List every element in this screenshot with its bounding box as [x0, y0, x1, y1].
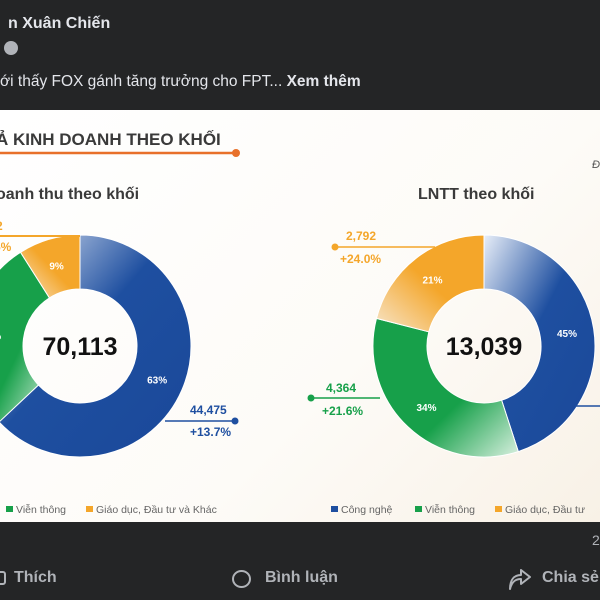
post-actions: 2 Thích Bình luận Chia sẻ: [0, 522, 600, 600]
callout-growth-telecom-right: +21.6%: [322, 404, 363, 418]
share-button[interactable]: Chia sẻ: [542, 569, 599, 586]
infographic: Ả KINH DOANH THEO KHỐI Đ oanh thu theo k…: [0, 129, 600, 516]
legend-edu-left: Giáo dục, Đầu tư và Khác: [96, 504, 217, 516]
infographic-title: Ả KINH DOANH THEO KHỐI: [0, 129, 221, 149]
chart-title-profit: LNTT theo khối: [418, 186, 534, 203]
callout-dot-telecom-right: [307, 394, 315, 402]
donut-revenue: 63%% 9% 70,113: [0, 234, 192, 458]
slice-telecom: [372, 317, 519, 458]
callout-dot-tech-left: [231, 417, 239, 425]
legend-swatch-edu-left: [86, 506, 93, 512]
legend-telecom-right: Viễn thông: [425, 503, 475, 516]
callout-value-edu-left: 2: [0, 219, 3, 233]
legend-swatch-edu-right: [495, 506, 502, 512]
center-total: 70,113: [42, 333, 117, 361]
callout-growth-edu-right: +24.0%: [340, 252, 381, 266]
title-underline-dot: [232, 149, 240, 157]
corner-text: Đ: [592, 159, 600, 171]
callout-value-telecom-right: 4,364: [326, 381, 356, 395]
callout-dot-edu-right: [331, 243, 339, 251]
chart-title-revenue: oanh thu theo khối: [0, 186, 139, 203]
slice-edu: [375, 234, 485, 333]
donut-profit: 45% 34% 21% 13,039: [372, 234, 596, 458]
legend-swatch-telecom-right: [415, 506, 422, 512]
slice-label-telecom: %: [0, 331, 1, 342]
reaction-count[interactable]: 2: [592, 532, 600, 548]
post-image[interactable]: Ả KINH DOANH THEO KHỐI Đ oanh thu theo k…: [0, 110, 600, 522]
legend-swatch-telecom-left: [6, 506, 13, 512]
legend-tech-right: Công nghệ: [341, 504, 393, 516]
slice-tech: [483, 234, 596, 453]
legend-swatch-tech-right: [331, 506, 338, 512]
post-body: ới thấy FOX gánh tăng trưởng cho FPT...: [0, 73, 283, 90]
callout-growth-tech-left: +13.7%: [190, 425, 231, 439]
share-icon[interactable]: [508, 569, 532, 591]
callout-value-tech-left: 44,475: [190, 403, 227, 417]
slice-label-edu: 21%: [423, 276, 443, 287]
comment-icon[interactable]: [232, 570, 251, 588]
post-header: n Xuân Chiến ới thấy FOX gánh tăng trưởn…: [0, 0, 600, 110]
globe-icon[interactable]: [4, 41, 18, 55]
see-more-link[interactable]: Xem thêm: [286, 73, 361, 90]
legend-edu-right: Giáo dục, Đầu tư: [505, 504, 585, 516]
callout-value-edu-right: 2,792: [346, 229, 376, 243]
slice-label-tech: 45%: [557, 329, 577, 340]
legend-telecom-left: Viễn thông: [16, 503, 66, 516]
like-button[interactable]: Thích: [14, 569, 57, 586]
post-text: ới thấy FOX gánh tăng trưởng cho FPT... …: [0, 73, 361, 91]
slice-label-edu: 9%: [49, 261, 64, 272]
callout-growth-edu-left: 5%: [0, 240, 12, 254]
slice-label-tech: 63%: [147, 375, 167, 386]
slice-tech: [0, 234, 192, 458]
comment-button[interactable]: Bình luận: [265, 569, 338, 586]
center-total: 13,039: [446, 333, 522, 361]
author-name[interactable]: n Xuân Chiến: [8, 15, 111, 32]
slice-label-telecom: 34%: [416, 403, 436, 414]
slice-telecom: [0, 251, 51, 422]
like-icon[interactable]: [0, 571, 6, 585]
